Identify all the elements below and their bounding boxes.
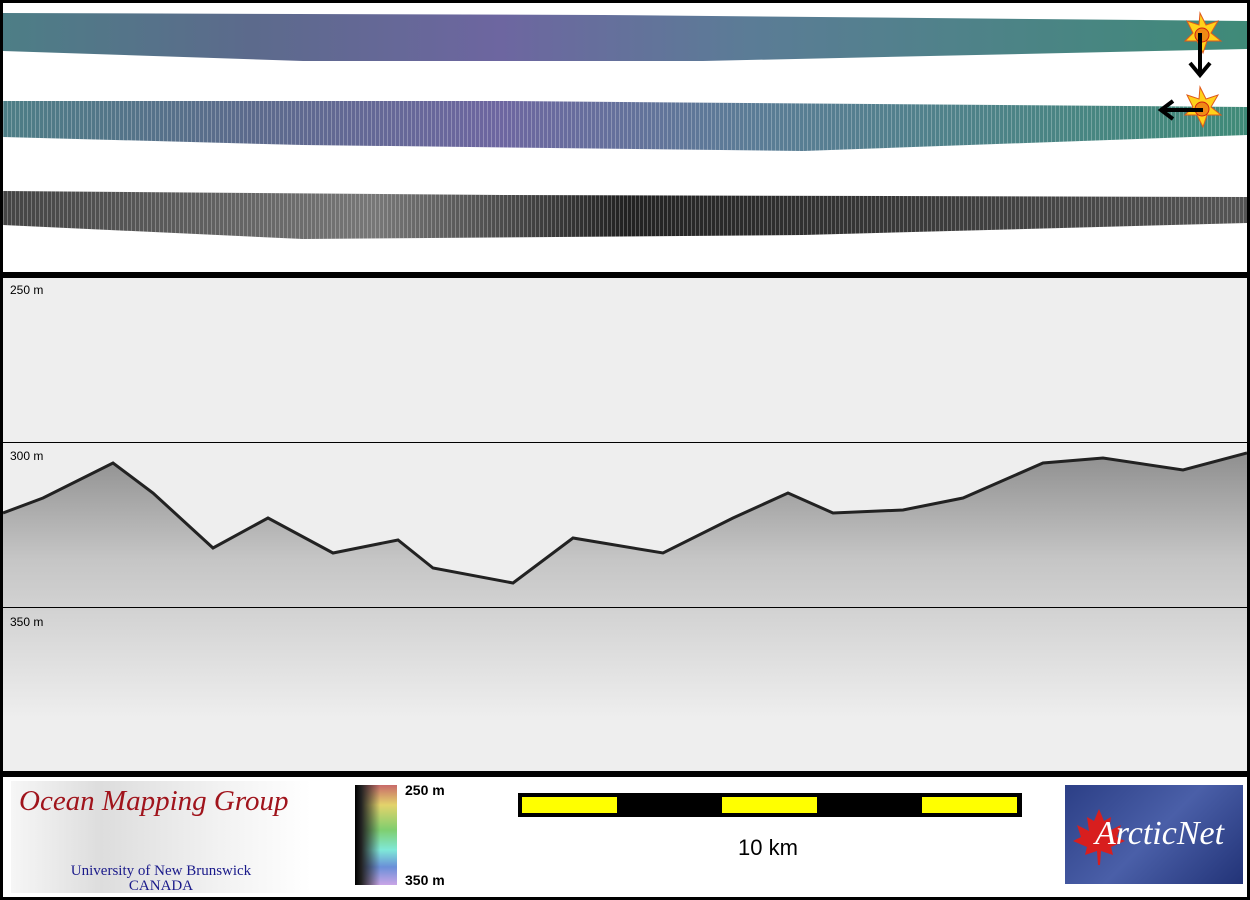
swath-strip-1: [3, 13, 1247, 61]
scale-bar: [518, 793, 1022, 817]
omg-university: University of New Brunswick: [70, 863, 252, 879]
depth-line-350: [3, 607, 1247, 608]
subbottom-profile-panel: 250 m 300 m 350 m: [3, 278, 1247, 771]
swath-strips: [3, 11, 1247, 239]
depth-label-250: 250 m: [10, 283, 44, 297]
backscatter-panel: [3, 3, 1247, 272]
maple-leaf-icon: [1073, 809, 1125, 865]
depth-label-300: 300 m: [10, 449, 44, 463]
seafloor-profile: [3, 451, 1247, 718]
ocean-mapping-group-logo: Ocean Mapping Group University of New Br…: [11, 781, 311, 894]
omg-country: CANADA: [128, 878, 194, 894]
arrow-left-icon: [1157, 99, 1203, 121]
colorbar-top-label: 250 m: [405, 782, 445, 798]
arrow-down-icon: [1188, 33, 1212, 79]
scale-bar-label: 10 km: [738, 835, 798, 860]
footer-panel: Ocean Mapping Group University of New Br…: [3, 777, 1247, 897]
scale-segment: [722, 797, 817, 813]
arcticnet-logo: ArcticNet: [1065, 785, 1243, 884]
colorbar-bottom-label: 350 m: [405, 872, 445, 888]
depth-colorbar: [355, 785, 397, 885]
omg-title: Ocean Mapping Group: [19, 785, 289, 817]
scale-segment: [522, 797, 617, 813]
scale-segment: [922, 797, 1017, 813]
depth-line-300: [3, 442, 1247, 443]
depth-label-350: 350 m: [10, 615, 44, 629]
arcticnet-text: ArcticNet: [1095, 815, 1225, 852]
